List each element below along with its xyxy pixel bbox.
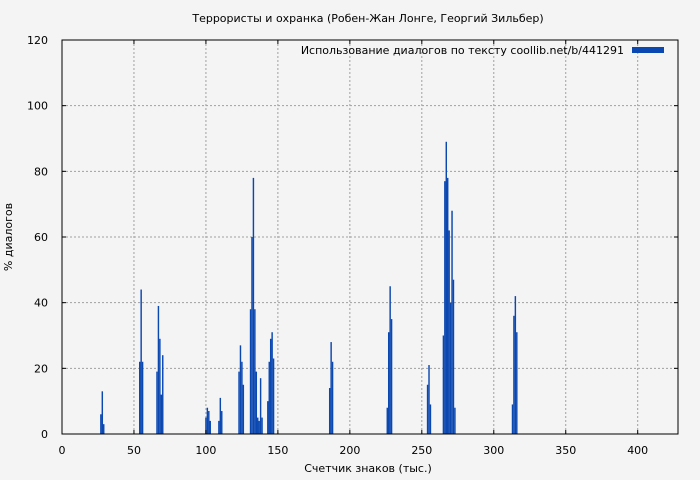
bar [387,332,390,434]
y-tick-label: 80 [34,165,48,178]
bar [516,332,518,434]
bar [451,210,453,434]
bar [257,417,259,434]
bar [218,420,220,434]
y-tick-label: 120 [27,34,48,47]
bar [258,420,260,434]
bar [252,177,255,434]
bar [328,388,331,434]
bar [267,401,269,434]
bar [272,358,275,434]
bar [271,332,273,434]
bar [242,384,245,434]
y-tick-label: 40 [34,297,48,310]
bar [255,371,258,434]
bar [206,407,209,434]
bar [428,365,430,434]
y-axis-label: % диалогов [2,203,15,271]
bar [444,181,446,434]
bar [445,141,447,435]
legend-label: Использование диалогов по тексту coollib… [301,44,624,57]
bar [254,309,256,434]
bar [162,355,164,434]
x-tick-label: 50 [127,444,141,457]
bar [330,342,332,434]
bar [251,237,253,434]
bar [209,420,211,434]
bar [390,319,393,434]
x-axis: 0 50 100 150 200 250 300 350 400 [59,40,648,457]
bar [140,289,142,434]
bar [259,378,262,434]
bar [442,335,445,434]
bar [156,371,158,434]
bar [159,338,161,434]
bar [249,309,252,434]
x-tick-label: 100 [195,444,216,457]
bar [157,305,160,434]
legend-swatch [632,47,664,53]
bar [454,407,456,434]
bar [513,315,515,434]
x-tick-label: 150 [267,444,288,457]
x-tick-label: 400 [627,444,648,457]
bar [449,302,452,434]
y-tick-label: 60 [34,231,48,244]
bar [219,397,222,434]
bar [221,411,223,434]
bars [100,141,518,435]
bar [100,414,102,434]
chart-title: Террористы и охранка (Робен-Жан Лонге, Г… [191,12,543,25]
x-tick-label: 350 [555,444,576,457]
bar [269,338,272,434]
bar [103,424,105,434]
y-tick-label: 20 [34,362,48,375]
bar [101,391,104,434]
bar [452,279,455,434]
bar [268,361,270,434]
bar [429,404,432,434]
x-tick-label: 0 [59,444,66,457]
bar [426,384,429,434]
y-axis: 0 20 40 60 80 100 120 [27,34,678,441]
bar [160,394,163,434]
x-tick-label: 200 [339,444,360,457]
bar [241,361,243,434]
bar [447,177,449,434]
x-axis-label: Счетчик знаков (тыс.) [304,462,432,475]
grid [62,40,678,434]
bar [208,411,210,434]
bar [238,371,240,434]
x-tick-label: 300 [483,444,504,457]
bar [141,361,144,434]
legend: Использование диалогов по тексту coollib… [301,44,664,57]
bar [511,404,514,434]
bar [261,417,263,434]
y-tick-label: 0 [41,428,48,441]
bar [389,286,391,434]
y-tick-label: 100 [27,100,48,113]
bar [239,345,242,434]
bar [331,361,334,434]
bar [139,361,141,434]
bar [448,230,450,434]
bar [514,296,517,434]
x-tick-label: 250 [411,444,432,457]
bar [386,407,388,434]
bar [205,417,207,434]
